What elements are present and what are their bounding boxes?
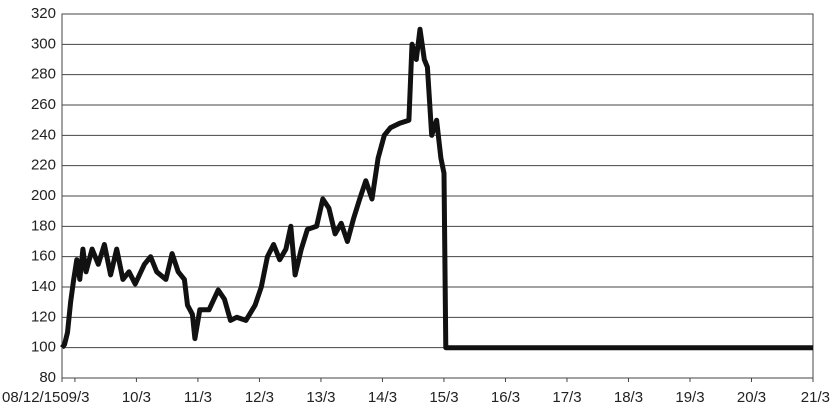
y-tick-label: 220 (31, 157, 56, 174)
y-tick-label: 100 (31, 339, 56, 356)
y-tick-label: 300 (31, 35, 56, 52)
x-tick-label: 21/3 (801, 389, 830, 406)
y-tick-label: 180 (31, 217, 56, 234)
x-tick-label: 08/12/15 (2, 389, 60, 406)
y-tick-label: 200 (31, 187, 56, 204)
x-tick-label: 16/3 (491, 389, 520, 406)
x-tick-label: 18/3 (614, 389, 643, 406)
y-tick-label: 160 (31, 248, 56, 265)
y-tick-label: 80 (39, 369, 56, 386)
y-tick-label: 260 (31, 96, 56, 113)
x-tick-label: 14/3 (368, 389, 397, 406)
y-tick-label: 120 (31, 308, 56, 325)
y-tick-label: 320 (31, 5, 56, 22)
y-tick-label: 240 (31, 126, 56, 143)
data-line (60, 26, 813, 351)
x-tick-label: 12/3 (245, 389, 274, 406)
x-tick-label: 13/3 (306, 389, 335, 406)
x-tick-label: 20/3 (737, 389, 766, 406)
y-tick-label: 280 (31, 66, 56, 83)
x-tick-label: 11/3 (184, 389, 212, 406)
x-tick-label: 19/3 (675, 389, 704, 406)
x-tick-label: 17/3 (552, 389, 581, 406)
y-tick-label: 140 (31, 278, 56, 295)
x-tick-label: 09/3 (60, 389, 89, 406)
x-tick-label: 15/3 (429, 389, 458, 406)
x-tick-label: 10/3 (122, 389, 151, 406)
